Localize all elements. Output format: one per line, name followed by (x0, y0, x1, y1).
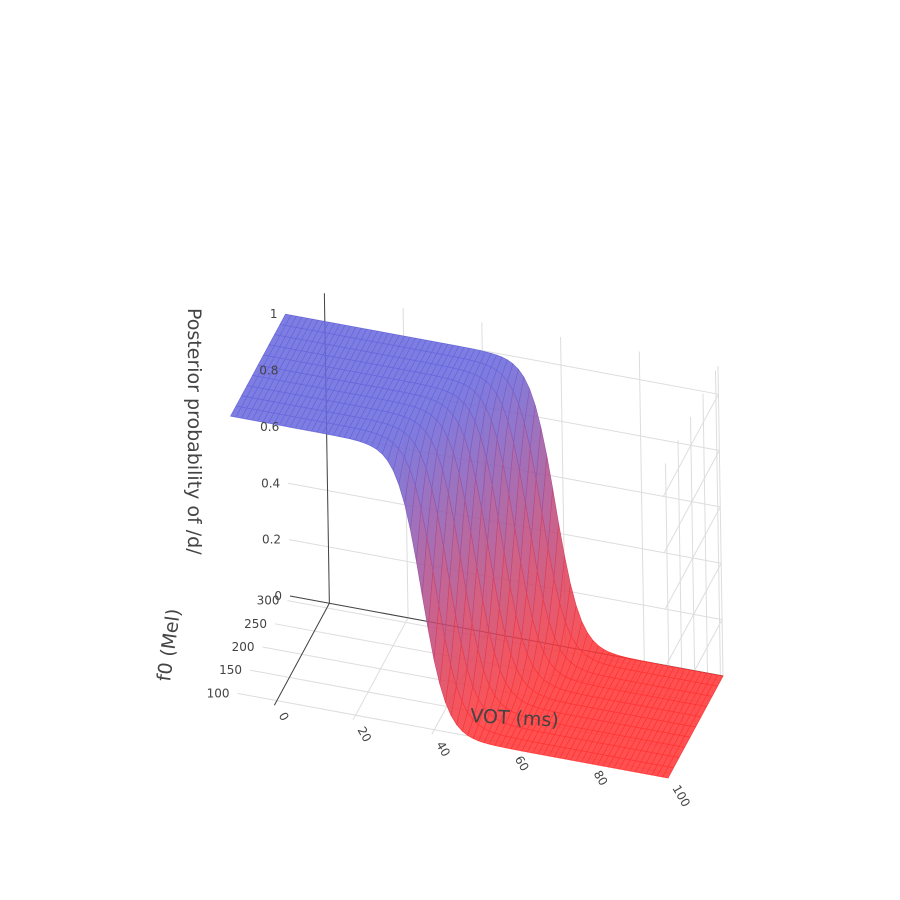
grid-line-back-x (717, 365, 724, 677)
x-tick-label: 0 (276, 710, 292, 724)
y-tick-label: 300 (257, 594, 280, 608)
z-tick-label: 0.8 (259, 364, 278, 378)
x-axis-title: VOT (ms) (470, 705, 560, 732)
z-tick-label: 0 (274, 589, 282, 603)
grid-line-side-y (715, 370, 721, 681)
grid-line-side-z (663, 450, 720, 553)
y-tick-label: 200 (232, 640, 255, 654)
z-axis-title: Posterior probability of /d/ (183, 308, 205, 555)
grid-line-side-z (663, 393, 719, 497)
y-axis-title: f0 (Mel) (153, 607, 185, 682)
x-tick-label: 60 (512, 753, 532, 773)
grid-line-side-y (702, 393, 709, 704)
z-tick-label: 0.6 (260, 420, 279, 434)
z-tick-label: 0.4 (261, 476, 280, 490)
y-tick-label: 250 (244, 617, 267, 631)
y-axis-line (273, 603, 330, 706)
surface-layer (230, 313, 724, 779)
x-tick-label: 20 (354, 724, 374, 744)
grid-line-back-x (638, 351, 645, 662)
x-tick-label: 100 (669, 783, 693, 810)
y-tick-label: 150 (219, 663, 242, 677)
grid-line-side-z (665, 563, 722, 666)
surface-mesh (230, 313, 724, 779)
grid-line-side-z (664, 506, 721, 610)
surface-patch (662, 766, 674, 779)
z-tick-label: 1 (270, 307, 278, 321)
y-tick-label: 100 (207, 686, 230, 700)
z-tick-label: 0.2 (262, 533, 281, 547)
x-tick-label: 40 (433, 739, 453, 759)
tick-labels: 02040608010010015020025030000.20.40.60.8… (207, 307, 693, 809)
x-tick-label: 80 (591, 768, 611, 788)
